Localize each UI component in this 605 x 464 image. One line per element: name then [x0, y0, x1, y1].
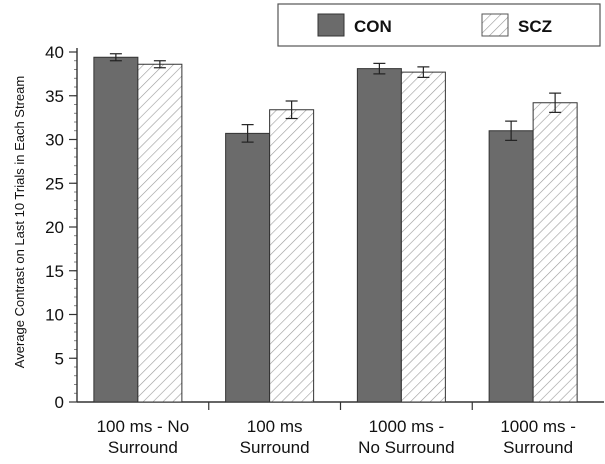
y-tick-label: 5 [55, 349, 64, 368]
x-category-label: 1000 ms - [369, 417, 445, 436]
x-category-label: 100 ms - No [97, 417, 190, 436]
x-category-label: 100 ms [247, 417, 303, 436]
x-category-label: No Surround [358, 438, 454, 457]
bar-con [488, 130, 534, 403]
y-tick-label: 40 [45, 43, 64, 62]
y-axis-title: Average Contrast on Last 10 Trials in Ea… [12, 76, 27, 368]
bar-con [93, 56, 139, 403]
y-tick-label: 30 [45, 131, 64, 150]
x-category-label: Surround [503, 438, 573, 457]
bar-scz [137, 63, 183, 403]
bar-scz [400, 71, 446, 403]
legend-label-con: CON [354, 17, 392, 36]
bar-scz [532, 102, 578, 403]
legend-swatch-con [317, 13, 345, 37]
x-category-label: 1000 ms - [500, 417, 576, 436]
legend: CON SCZ [277, 3, 601, 47]
y-tick-label: 35 [45, 87, 64, 106]
x-category-label: Surround [240, 438, 310, 457]
y-axis-title-text: Average Contrast on Last 10 Trials in Ea… [12, 76, 27, 368]
bar-con [356, 68, 402, 403]
legend-label-scz: SCZ [518, 17, 552, 36]
y-tick-label: 10 [45, 306, 64, 325]
x-category-label: Surround [108, 438, 178, 457]
y-tick-label: 15 [45, 262, 64, 281]
bar-scz [269, 109, 315, 403]
y-tick-label: 20 [45, 218, 64, 237]
legend-swatch-scz [481, 13, 509, 37]
plot-area: 0 5 10 15 20 25 30 35 40 100 ms - No Surround 100 m… [45, 43, 604, 457]
y-tick-label: 0 [55, 393, 64, 412]
y-tick-label: 25 [45, 174, 64, 193]
bar-con [225, 132, 271, 403]
